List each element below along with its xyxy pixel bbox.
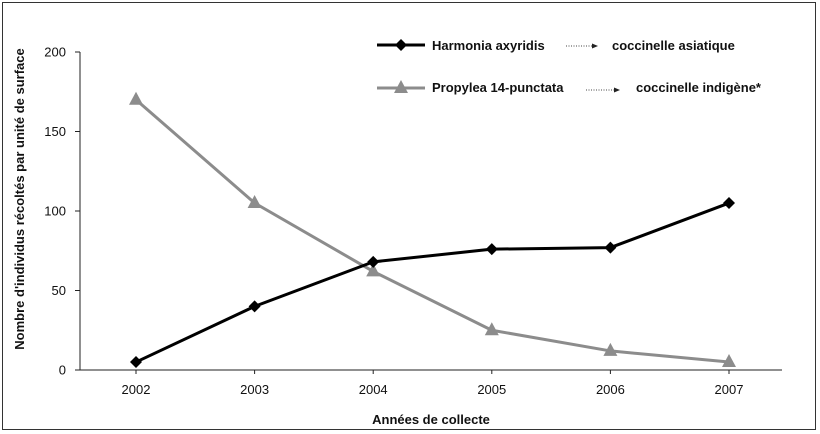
x-tick-label: 2002 bbox=[122, 382, 151, 397]
legend-item-harmonia: Harmonia axyridis coccinelle asiatique bbox=[377, 38, 735, 53]
series-line-harmonia bbox=[135, 201, 730, 364]
arrowhead-icon bbox=[592, 43, 598, 49]
data-point-diamond bbox=[367, 255, 380, 268]
x-tick-label: 2004 bbox=[359, 382, 388, 397]
series-layer bbox=[129, 91, 736, 369]
y-tick-label: 100 bbox=[44, 204, 66, 219]
y-tick-label: 50 bbox=[52, 283, 66, 298]
data-point-triangle bbox=[603, 342, 618, 356]
data-point-diamond bbox=[130, 356, 142, 369]
legend: Harmonia axyridis coccinelle asiatique P… bbox=[377, 38, 762, 95]
y-tick-label: 0 bbox=[59, 363, 66, 378]
data-point-diamond bbox=[248, 300, 261, 313]
series-line-propylea bbox=[135, 98, 730, 364]
data-point-triangle bbox=[366, 263, 381, 277]
x-tick-label: 2006 bbox=[596, 382, 625, 397]
arrowhead-icon bbox=[614, 87, 620, 93]
legend-marker-triangle bbox=[394, 80, 408, 93]
legend-common-propylea: coccinelle indigène* bbox=[636, 80, 762, 95]
data-point-diamond bbox=[485, 243, 498, 256]
data-point-triangle bbox=[722, 354, 736, 368]
legend-common-harmonia: coccinelle asiatique bbox=[612, 38, 735, 53]
y-ticks: 0 50 100 150 200 bbox=[44, 45, 80, 378]
data-point-diamond bbox=[604, 241, 617, 254]
x-tick-label: 2005 bbox=[477, 382, 506, 397]
legend-label-propylea: Propylea 14-punctata bbox=[432, 80, 564, 95]
legend-marker-diamond bbox=[395, 39, 407, 51]
data-point-triangle bbox=[129, 91, 143, 105]
y-axis-title: Nombre d'individus récoltés par unité de… bbox=[12, 48, 27, 349]
y-tick-label: 150 bbox=[44, 124, 66, 139]
legend-label-harmonia: Harmonia axyridis bbox=[432, 38, 545, 53]
y-tick-label: 200 bbox=[44, 45, 66, 60]
x-tick-label: 2003 bbox=[240, 382, 269, 397]
data-point-triangle bbox=[484, 322, 499, 336]
data-point-diamond bbox=[723, 197, 735, 210]
x-ticks: 2002 2003 2004 2005 2006 2007 bbox=[122, 370, 744, 397]
legend-item-propylea: Propylea 14-punctata coccinelle indigène… bbox=[377, 80, 762, 95]
x-axis-title: Années de collecte bbox=[372, 412, 490, 427]
data-point-triangle bbox=[247, 195, 262, 209]
x-tick-label: 2007 bbox=[715, 382, 744, 397]
